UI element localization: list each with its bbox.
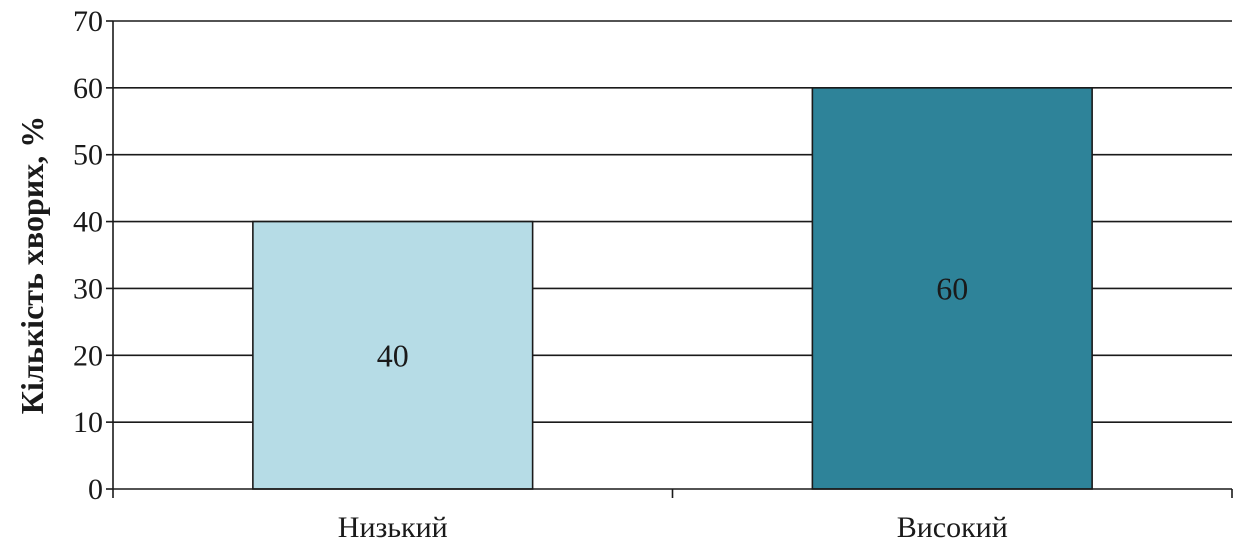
- y-tick-label: 0: [88, 473, 103, 506]
- y-tick-label: 10: [73, 406, 103, 439]
- tick-labels: 0 10 20 30 40 50 60 70 40 Низький 60 Високий: [73, 5, 1008, 544]
- data-label: 60: [936, 270, 968, 306]
- y-tick-label: 30: [73, 272, 103, 305]
- y-tick-label: 60: [73, 72, 103, 105]
- y-axis-title: Кількість хворих, %: [14, 116, 50, 414]
- y-tick-label: 20: [73, 339, 103, 372]
- y-tick-label: 40: [73, 206, 103, 239]
- axes: [106, 20, 1233, 498]
- bar: [811, 87, 1093, 490]
- y-tick-label: 70: [73, 5, 103, 38]
- bars: [252, 87, 1093, 490]
- y-tick-label: 50: [73, 139, 103, 172]
- data-label: 40: [377, 337, 409, 373]
- x-tick-label: Низький: [338, 511, 448, 544]
- x-tick-label: Високий: [897, 511, 1008, 544]
